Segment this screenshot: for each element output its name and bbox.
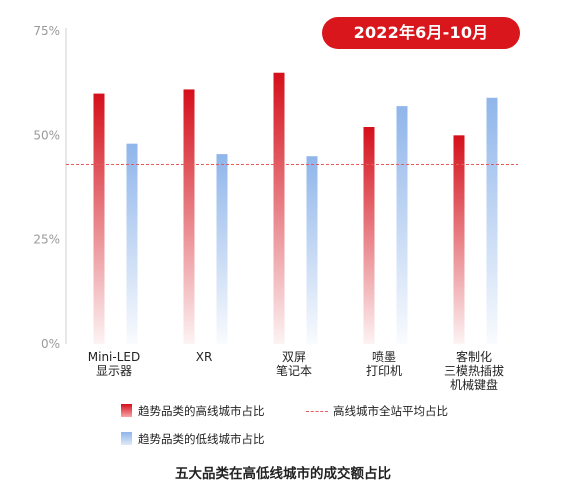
date-range-badge: 2022年6月-10月 <box>322 17 520 49</box>
chart-caption: 五大品类在高低线城市的成交额占比 <box>175 466 391 482</box>
bar-low-tier <box>486 97 498 344</box>
y-tick-label: 75% <box>33 24 60 38</box>
legend-swatch-low-tier <box>121 432 132 445</box>
bar-high-tier <box>363 126 375 344</box>
x-category-label: 双屏笔记本 <box>276 350 312 378</box>
legend-swatch-high-tier <box>121 404 132 417</box>
bar-low-tier <box>306 156 318 344</box>
legend-label-low-tier: 趋势品类的低线城市占比 <box>138 432 265 446</box>
y-tick-label: 0% <box>41 337 60 351</box>
legend-label-high-tier: 趋势品类的高线城市占比 <box>138 404 265 418</box>
bar-high-tier <box>453 135 465 344</box>
x-category-label: 喷墨打印机 <box>366 350 402 378</box>
bar-low-tier <box>126 143 138 344</box>
legend-label-average-line: 高线城市全站平均占比 <box>333 404 448 418</box>
bar-high-tier <box>273 72 285 344</box>
bar-low-tier <box>216 154 228 344</box>
x-category-label: 客制化三模热插拔机械键盘 <box>444 349 504 392</box>
legend-swatch-average-line <box>306 411 328 412</box>
x-category-label: Mini-LED 显示器 <box>88 350 140 378</box>
y-tick-label: 50% <box>33 128 60 142</box>
bar-low-tier <box>396 106 408 345</box>
bar-high-tier <box>93 93 105 344</box>
y-tick-label: 25% <box>33 233 60 247</box>
x-category-label: XR <box>196 350 213 364</box>
bar-high-tier <box>183 89 195 344</box>
